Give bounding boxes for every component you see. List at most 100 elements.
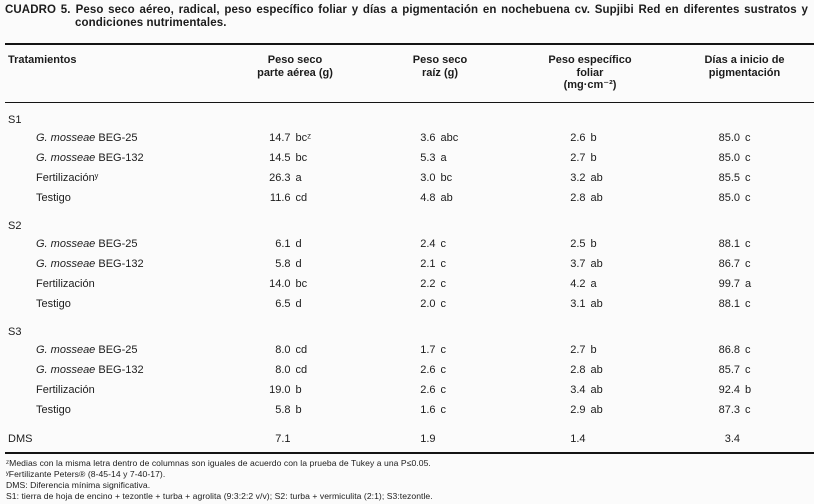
substrate-section-row: S2 — [5, 209, 814, 235]
value-cell: 3.4 — [670, 420, 814, 454]
table-caption-label: CUADRO 5. — [5, 4, 71, 16]
value-number: 3.2 — [570, 171, 586, 184]
column-header-tratamientos: Tratamientos — [5, 44, 220, 103]
treatment-name: Fertilización — [36, 277, 95, 290]
value-number: 6.5 — [275, 297, 291, 310]
value-number: 8.0 — [275, 343, 291, 356]
column-header-line: Días a inicio de — [704, 54, 785, 66]
value-cell: 5.8 b — [220, 401, 370, 421]
significance-letters: bcᶻ — [295, 131, 312, 144]
column-header-line: raíz (g) — [421, 66, 459, 79]
treatment-name: G. mosseae BEG-25 — [36, 131, 138, 144]
value-cell: 87.3 c — [670, 401, 814, 421]
value-number: 14.5 — [269, 151, 291, 164]
significance-letters: c — [745, 171, 751, 184]
significance-letters: c — [440, 297, 447, 310]
footnote-line: S1: tierra de hoja de encino + tezontle … — [6, 491, 433, 502]
column-header-peso-seco-parte-aerea: Peso seco parte aérea (g) — [220, 44, 370, 103]
value-cell: 85.0 c — [670, 189, 814, 209]
treatment-row: G. mosseae BEG-132 8.0 cd 2.6 c 2.8 ab 85.7 c — [5, 361, 814, 381]
footnote-line: ᶻMedias con la misma letra dentro de col… — [6, 457, 431, 468]
treatment-row: Fertilización 14.0 bc 2.2 c 4.2 a 99.7 a — [5, 275, 814, 295]
significance-letters: c — [745, 191, 751, 204]
value-cell: 2.8 ab — [510, 189, 670, 209]
value-cell: 6.5 d — [220, 295, 370, 315]
value-cell: 8.0 cd — [220, 361, 370, 381]
significance-letters: c — [745, 237, 751, 250]
significance-letters: c — [440, 403, 447, 416]
value-number: 2.2 — [420, 277, 436, 290]
value-number: 11.6 — [269, 191, 291, 204]
value-number: 3.4 — [724, 432, 740, 445]
value-number: 86.7 — [718, 257, 740, 270]
value-number: 88.1 — [718, 297, 740, 310]
value-cell: 3.2 ab — [510, 169, 670, 189]
treatment-name: Fertilizaciónʸ — [36, 171, 99, 184]
value-cell: 85.0 c — [670, 149, 814, 169]
significance-letters: c — [745, 297, 751, 310]
significance-letters: cd — [295, 191, 308, 204]
value-cell: 26.3 a — [220, 169, 370, 189]
treatment-row: G. mosseae BEG-132 5.8 d 2.1 c 3.7 ab 86.7 c — [5, 255, 814, 275]
value-number: 85.0 — [718, 131, 740, 144]
significance-letters: ab — [590, 257, 603, 270]
treatment-name: G. mosseae BEG-25 — [36, 237, 138, 250]
treatment-name: Testigo — [36, 191, 71, 204]
significance-letters: ab — [590, 363, 603, 376]
value-cell: 2.8 ab — [510, 361, 670, 381]
value-number: 1.7 — [420, 343, 436, 356]
substrate-label: S2 — [8, 219, 22, 232]
value-cell: 14.5 bc — [220, 149, 370, 169]
value-cell: 4.8 ab — [370, 189, 510, 209]
column-header-line: pigmentación — [708, 66, 781, 79]
significance-letters: a — [745, 277, 752, 290]
significance-letters: b — [745, 383, 752, 396]
treatment-row: Testigo 6.5 d 2.0 c 3.1 ab 88.1 c — [5, 295, 814, 315]
value-number: 2.8 — [570, 363, 586, 376]
treatment-name: G. mosseae BEG-25 — [36, 343, 138, 356]
value-cell: 2.9 ab — [510, 401, 670, 421]
value-cell: 2.6 b — [510, 129, 670, 149]
table-caption-text: Peso seco aéreo, radical, peso específic… — [75, 4, 808, 29]
treatment-name: G. mosseae BEG-132 — [36, 363, 144, 376]
treatment-row: G. mosseae BEG-25 14.7 bcᶻ 3.6 abc 2.6 b 85.0 c — [5, 129, 814, 149]
value-number: 2.9 — [570, 403, 586, 416]
treatment-name: Fertilización — [36, 383, 95, 396]
value-number: 2.4 — [420, 237, 436, 250]
footnote-line: ʸFertilizante Peters® (8-45-14 y 7-40-17… — [6, 468, 166, 479]
significance-letters: c — [745, 403, 751, 416]
substrate-label: S1 — [8, 113, 22, 126]
dms-label: DMS — [5, 420, 220, 454]
value-number: 92.4 — [718, 383, 740, 396]
column-header-line: parte aérea (g) — [257, 66, 333, 79]
value-number: 3.0 — [420, 171, 436, 184]
value-cell: 1.4 — [510, 420, 670, 454]
results-table: Tratamientos Peso seco parte aérea (g) Peso… — [5, 43, 814, 454]
column-header-line: Peso específico — [548, 54, 632, 66]
significance-letters: c — [440, 277, 447, 290]
value-cell: 4.2 a — [510, 275, 670, 295]
value-cell: 3.0 bc — [370, 169, 510, 189]
species-name-italic: G. mosseae — [36, 131, 96, 144]
value-cell: 85.0 c — [670, 129, 814, 149]
value-number: 19.0 — [269, 383, 291, 396]
column-header-line: Peso seco — [267, 54, 323, 66]
significance-letters: cd — [295, 363, 308, 376]
treatment-row: G. mosseae BEG-25 6.1 d 2.4 c 2.5 b 88.1 c — [5, 235, 814, 255]
value-number: 99.7 — [718, 277, 740, 290]
value-cell: 88.1 c — [670, 295, 814, 315]
species-name-italic: G. mosseae — [36, 343, 96, 356]
significance-letters: c — [440, 257, 447, 270]
significance-letters: c — [745, 343, 751, 356]
species-name-italic: G. mosseae — [36, 363, 96, 376]
column-header-line: Peso seco — [412, 54, 468, 66]
value-cell: 2.6 c — [370, 381, 510, 401]
species-name-italic: G. mosseae — [36, 151, 96, 164]
value-number: 26.3 — [269, 171, 291, 184]
value-number: 2.6 — [570, 131, 586, 144]
value-number: 1.9 — [420, 432, 436, 445]
value-cell: 3.6 abc — [370, 129, 510, 149]
value-number: 4.2 — [570, 277, 586, 290]
value-cell: 6.1 d — [220, 235, 370, 255]
